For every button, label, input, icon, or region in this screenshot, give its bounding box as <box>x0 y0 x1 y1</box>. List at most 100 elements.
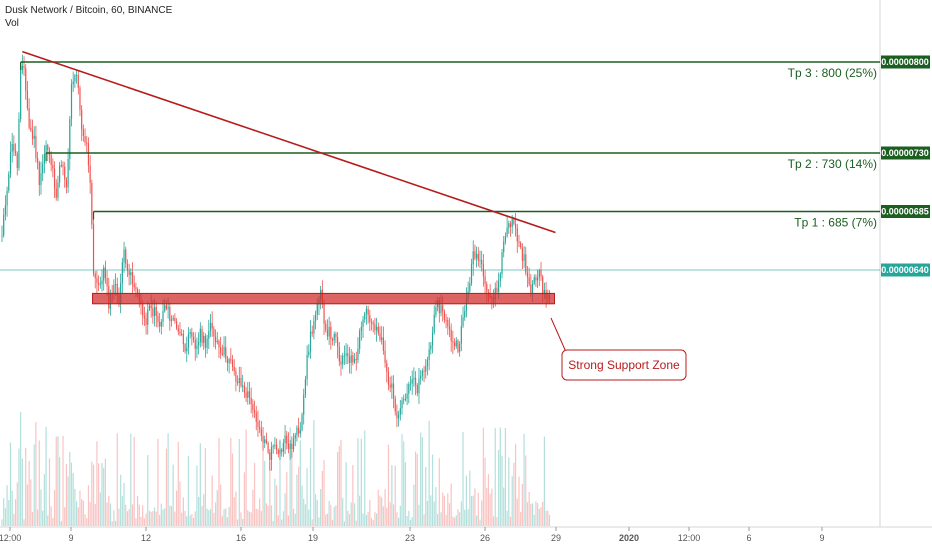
candle-body <box>416 384 418 394</box>
volume-bar <box>279 439 281 526</box>
candle-body <box>360 326 362 331</box>
volume-bar <box>420 432 422 526</box>
candle-body <box>225 347 227 359</box>
candle-body <box>237 381 239 384</box>
level-tp-3[interactable]: Tp 3 : 800 (25%) 0.00000800 <box>20 55 930 81</box>
candle-body <box>192 336 195 341</box>
candle-body <box>259 426 261 429</box>
level-price-value: 0.00000730 <box>881 148 929 158</box>
volume-bar <box>267 505 269 526</box>
level-tp-1[interactable]: Tp 1 : 685 (7%) 0.00000685 <box>92 205 930 230</box>
volume-bar <box>330 504 332 526</box>
volume-bar <box>486 488 488 526</box>
candle-body <box>99 284 101 286</box>
volume-bar <box>14 499 17 526</box>
candle-body <box>433 314 435 333</box>
volume-bar <box>11 490 13 526</box>
candle-body <box>418 378 420 394</box>
candle-body <box>104 267 106 278</box>
candle-body <box>194 340 196 350</box>
volume-bar <box>435 487 437 526</box>
trend-line[interactable] <box>22 50 556 234</box>
candle-body <box>247 391 249 398</box>
candle-body <box>177 328 179 332</box>
volume-bar <box>240 512 242 526</box>
volume-bar <box>314 494 317 526</box>
time-tick-label: 19 <box>308 533 318 543</box>
candle-body <box>60 164 62 166</box>
volume-bar <box>48 458 51 526</box>
volume-bar <box>138 504 140 526</box>
candle-body <box>501 252 503 274</box>
time-tick-label: 16 <box>236 533 246 543</box>
candle-body <box>4 205 6 215</box>
candle-body <box>340 361 342 365</box>
candle-body <box>404 398 407 400</box>
volume-bar <box>53 489 56 526</box>
volume-bar <box>275 485 278 526</box>
candle-body <box>435 307 437 315</box>
candle-body <box>365 308 368 314</box>
candle-body <box>408 384 410 394</box>
candle-body <box>530 284 532 294</box>
volume-bar <box>255 508 257 526</box>
volume-bar <box>398 517 400 526</box>
candle-body <box>47 145 49 151</box>
candle-body <box>11 143 13 152</box>
volume-indicator-label[interactable]: Vol <box>5 18 19 29</box>
candle-body <box>414 377 417 385</box>
volume-bar <box>331 519 334 526</box>
volume-bar <box>179 481 181 526</box>
volume-bar <box>198 496 200 526</box>
candle-body <box>257 421 259 427</box>
candle-body <box>384 350 386 363</box>
candle-body <box>79 87 81 110</box>
volume-bar <box>125 504 127 526</box>
candle-body <box>513 218 515 225</box>
candle-body <box>423 370 425 372</box>
candle-body <box>277 450 279 455</box>
take-profit-levels[interactable]: Tp 3 : 800 (25%) 0.00000800 Tp 2 : 730 (14… <box>20 55 930 230</box>
volume-bar <box>450 483 452 526</box>
volume-bar <box>392 504 395 526</box>
volume-bar <box>350 502 352 526</box>
volume-bar <box>337 451 339 526</box>
candle-body <box>311 331 313 334</box>
candle-body <box>170 319 173 321</box>
level-tp-2[interactable]: Tp 2 : 730 (14%) 0.00000730 <box>45 146 930 172</box>
candle-body <box>153 307 156 317</box>
volume-bar <box>381 497 383 526</box>
time-tick-label: 23 <box>405 533 415 543</box>
volume-bar <box>537 502 539 526</box>
volume-bar <box>277 515 279 526</box>
candle-body <box>172 317 174 320</box>
volume-bar <box>530 503 532 526</box>
volume-bar <box>326 513 329 526</box>
candle-body <box>511 218 513 227</box>
support-zone[interactable] <box>92 292 555 305</box>
candle-body <box>531 283 534 294</box>
candle-body <box>245 392 247 398</box>
volume-bar <box>426 500 429 526</box>
candle-body <box>421 370 423 376</box>
candle-body <box>123 249 125 263</box>
support-callout-box[interactable] <box>561 349 687 381</box>
candle-body <box>413 377 415 380</box>
volume-bar <box>155 511 157 526</box>
candle-body <box>250 397 252 405</box>
volume-bar <box>126 511 129 526</box>
volume-bar <box>375 513 378 526</box>
volume-bar <box>503 487 505 526</box>
candle-body <box>372 322 374 325</box>
candle-body <box>504 235 507 242</box>
volume-bar <box>50 506 52 526</box>
volume-bar <box>25 447 27 526</box>
volume-bar <box>313 420 315 526</box>
volume-bar <box>499 427 501 526</box>
time-tick-label: 12:00 <box>678 533 701 543</box>
volume-bar <box>116 433 118 526</box>
volume-bar <box>399 505 401 526</box>
volume-bar <box>404 462 407 526</box>
volume-bar <box>372 520 374 526</box>
